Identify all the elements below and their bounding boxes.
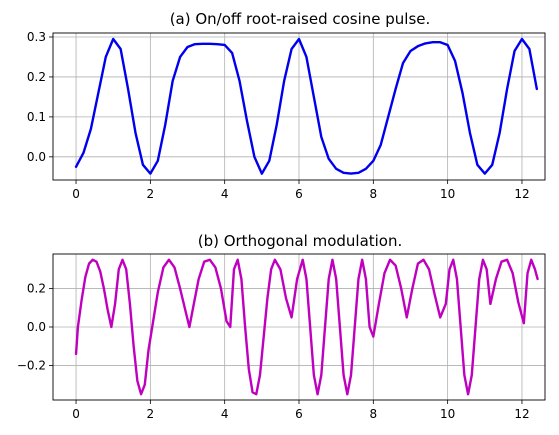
y-tick-label: 0.2 (27, 70, 46, 84)
y-tick-label: −0.2 (17, 358, 46, 372)
x-tick-label: 4 (221, 407, 229, 421)
y-tick-label: 0.0 (27, 150, 46, 164)
x-tick-label: 6 (295, 407, 303, 421)
series-line-b (74, 258, 539, 396)
x-tick-label: 6 (295, 187, 303, 201)
y-tick-label: 0.3 (27, 30, 46, 44)
chart-title-b: (b) Orthogonal modulation. (198, 232, 403, 250)
y-tick-label: 0.2 (27, 282, 46, 296)
y-tick-label: 0.0 (27, 320, 46, 334)
x-tick-label: 12 (514, 187, 529, 201)
x-tick-label: 2 (147, 407, 155, 421)
x-tick-label: 0 (72, 187, 80, 201)
x-tick-label: 0 (72, 407, 80, 421)
x-tick-label: 12 (514, 407, 529, 421)
x-tick-label: 10 (440, 187, 455, 201)
chart-title-a: (a) On/off root-raised cosine pulse. (170, 10, 431, 28)
y-tick-label: 0.1 (27, 110, 46, 124)
x-tick-label: 8 (369, 187, 377, 201)
series-line-a (74, 37, 539, 175)
chart-panel-b: (b) Orthogonal modulation. 0 2 4 6 8 10 12 −0.2… (17, 232, 546, 421)
x-tick-label: 10 (440, 407, 455, 421)
x-tick-label: 4 (221, 187, 229, 201)
x-tick-label: 8 (369, 407, 377, 421)
chart-panel-a: (a) On/off root-raised cosine pulse. 0 2 4… (27, 10, 546, 201)
x-tick-label: 2 (147, 187, 155, 201)
